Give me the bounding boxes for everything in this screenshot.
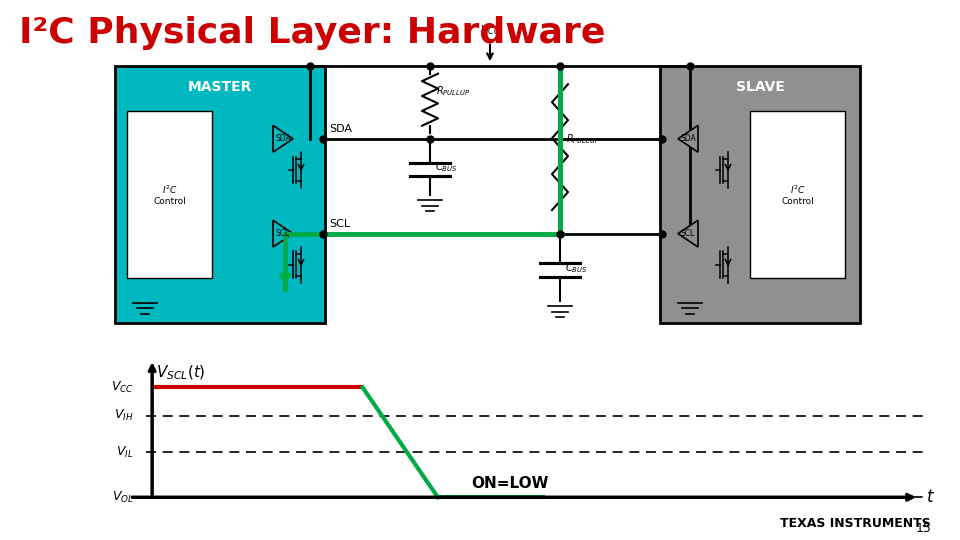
Bar — [127, 111, 212, 278]
Text: $V_{IL}$: $V_{IL}$ — [116, 444, 133, 460]
Text: $V_{CC}$: $V_{CC}$ — [480, 23, 500, 37]
Text: $C_{BUS}$: $C_{BUS}$ — [565, 261, 588, 274]
Text: I²C Physical Layer: Hardware: I²C Physical Layer: Hardware — [19, 16, 606, 50]
Polygon shape — [678, 220, 698, 247]
Text: SDA: SDA — [276, 134, 291, 143]
Text: $V_{CC}$: $V_{CC}$ — [110, 380, 133, 395]
Text: ON=LOW: ON=LOW — [471, 476, 549, 491]
Polygon shape — [273, 125, 293, 152]
Text: $V_{OL}$: $V_{OL}$ — [111, 490, 133, 505]
Bar — [660, 66, 860, 323]
Text: SDA: SDA — [329, 124, 352, 134]
Text: $C_{BUS}$: $C_{BUS}$ — [435, 160, 458, 174]
Text: SCL: SCL — [681, 229, 695, 238]
Text: $V_{IH}$: $V_{IH}$ — [114, 408, 133, 423]
Polygon shape — [273, 220, 293, 247]
Text: $t$: $t$ — [926, 488, 935, 507]
Text: $R_{PULLUP}$: $R_{PULLUP}$ — [566, 132, 601, 146]
Text: $I^2C$
Control: $I^2C$ Control — [781, 183, 814, 206]
Text: $I^2C$
Control: $I^2C$ Control — [154, 183, 186, 206]
Text: SCL: SCL — [329, 219, 350, 229]
Text: MASTER: MASTER — [188, 79, 252, 93]
Text: SLAVE: SLAVE — [735, 79, 784, 93]
Text: $V_{SCL}(t)$: $V_{SCL}(t)$ — [156, 363, 205, 382]
Text: 15: 15 — [915, 522, 931, 535]
Text: SDA: SDA — [680, 134, 696, 143]
Polygon shape — [678, 125, 698, 152]
Text: $R_{PULLUP}$: $R_{PULLUP}$ — [436, 84, 470, 98]
Bar — [115, 66, 325, 323]
Bar — [750, 111, 845, 278]
Text: TEXAS INSTRUMENTS: TEXAS INSTRUMENTS — [780, 517, 931, 530]
Text: SCL: SCL — [276, 229, 290, 238]
